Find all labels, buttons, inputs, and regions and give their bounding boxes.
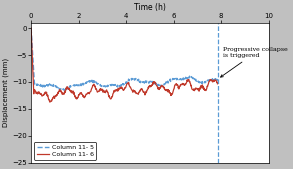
X-axis label: Time (h): Time (h) xyxy=(134,3,166,12)
Line: Column 11- 5: Column 11- 5 xyxy=(31,28,217,90)
Column 11- 6 xyxy=(181,84,184,86)
Column 11- 5 xyxy=(44,84,47,86)
Column 11- 5 xyxy=(209,79,213,81)
Y-axis label: Displacement (mm): Displacement (mm) xyxy=(3,58,9,127)
Column 11- 6 xyxy=(209,79,213,81)
Column 11- 5 xyxy=(181,78,184,80)
Column 11- 5 xyxy=(167,80,171,82)
Column 11- 6 xyxy=(167,90,171,92)
Column 11- 5 xyxy=(29,27,33,29)
Line: Column 11- 6: Column 11- 6 xyxy=(31,28,217,102)
Column 11- 5 xyxy=(173,78,177,80)
Text: Progressive collapse
is triggered: Progressive collapse is triggered xyxy=(221,47,288,77)
Column 11- 6 xyxy=(29,27,33,29)
Column 11- 6 xyxy=(44,92,47,94)
Column 11- 6 xyxy=(173,84,177,86)
Legend: Column 11- 5, Column 11- 6: Column 11- 5, Column 11- 6 xyxy=(34,142,96,160)
